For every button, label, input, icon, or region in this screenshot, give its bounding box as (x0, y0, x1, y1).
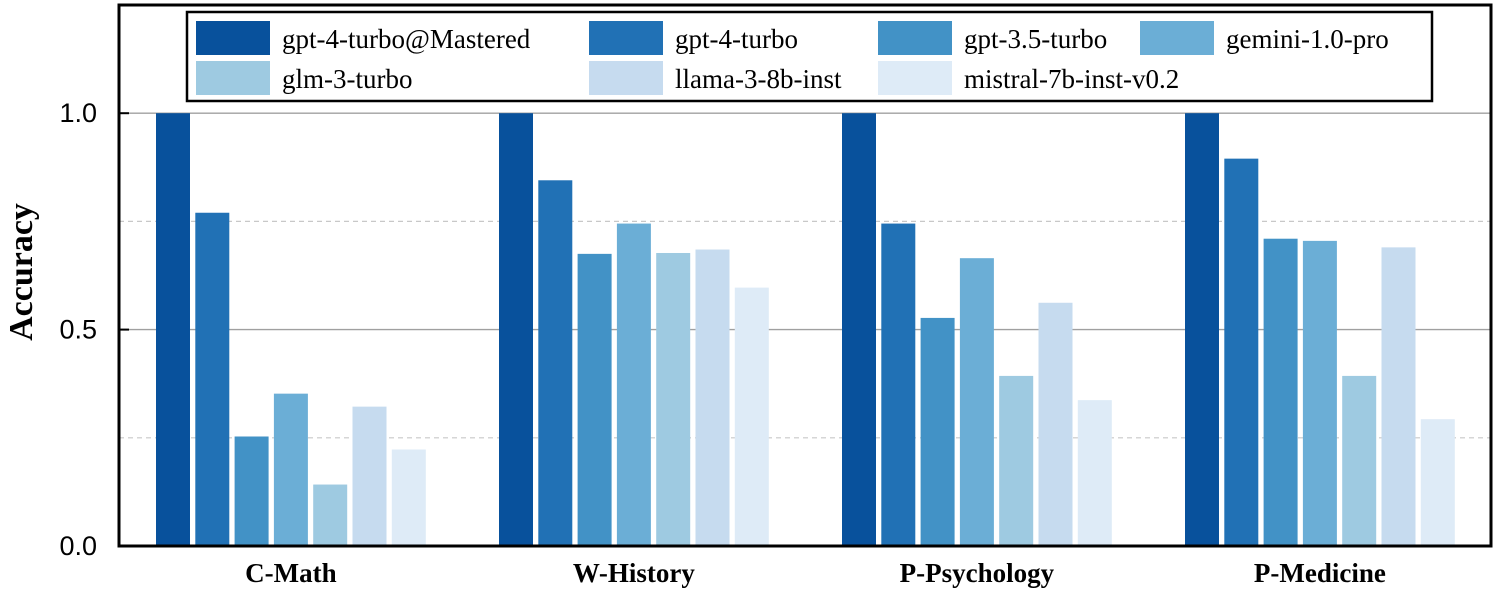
y-tick-label: 0.0 (59, 531, 97, 561)
bar (1038, 302, 1073, 546)
bar (959, 258, 994, 546)
legend-label: gpt-4-turbo (675, 24, 798, 54)
bar (234, 436, 269, 546)
bar (734, 287, 769, 546)
bar (1420, 419, 1455, 546)
y-axis: 0.0 0.5 1.0 (59, 98, 129, 561)
plot-frame (117, 3, 1493, 548)
legend-swatch (589, 21, 663, 55)
legend-label: gemini-1.0-pro (1226, 24, 1389, 54)
gridlines (119, 112, 1491, 439)
legend-label: llama-3-8b-inst (675, 64, 842, 94)
bar (920, 317, 955, 546)
legend-swatch (878, 61, 952, 95)
bar (999, 375, 1034, 546)
x-tick-label: P-Medicine (1254, 558, 1386, 588)
legend-swatch (589, 61, 663, 95)
bar (313, 484, 348, 546)
legend: gpt-4-turbo@Mastered gpt-4-turbo gpt-3.5-t… (185, 10, 1434, 103)
bar (881, 223, 916, 546)
bar (391, 449, 426, 546)
x-tick-label: W-History (573, 558, 695, 588)
bar (538, 180, 573, 546)
bar (1302, 240, 1337, 546)
bar (577, 253, 612, 547)
legend-label: gpt-3.5-turbo (964, 24, 1107, 54)
bar (1342, 375, 1377, 546)
bar (1381, 247, 1416, 547)
y-tick-label: 0.5 (59, 315, 97, 345)
bar (273, 393, 308, 546)
bar (499, 113, 533, 546)
y-axis-title: Accuracy (3, 203, 40, 341)
legend-label: gpt-4-turbo@Mastered (282, 24, 531, 54)
x-axis: C-Math W-History P-Psychology P-Medicine (245, 558, 1386, 588)
bar (1263, 238, 1298, 546)
bar (1224, 158, 1259, 547)
legend-label: glm-3-turbo (282, 64, 412, 94)
legend-swatch (196, 61, 270, 95)
y-tick-label: 1.0 (59, 98, 97, 128)
legend-swatch (1140, 21, 1214, 55)
bar (195, 212, 230, 546)
bar (656, 252, 691, 547)
legend-swatch (878, 21, 952, 55)
bar (695, 249, 730, 547)
x-tick-label: C-Math (245, 558, 336, 588)
bars (156, 113, 1455, 547)
bar (1077, 400, 1112, 546)
bar (1185, 113, 1219, 546)
x-tick-label: P-Psychology (900, 558, 1055, 588)
bar (842, 113, 876, 546)
bar (352, 406, 387, 546)
bar (616, 223, 651, 546)
legend-label: mistral-7b-inst-v0.2 (964, 64, 1179, 94)
bar (156, 113, 190, 546)
legend-box (185, 10, 1434, 103)
legend-swatch (196, 21, 270, 55)
